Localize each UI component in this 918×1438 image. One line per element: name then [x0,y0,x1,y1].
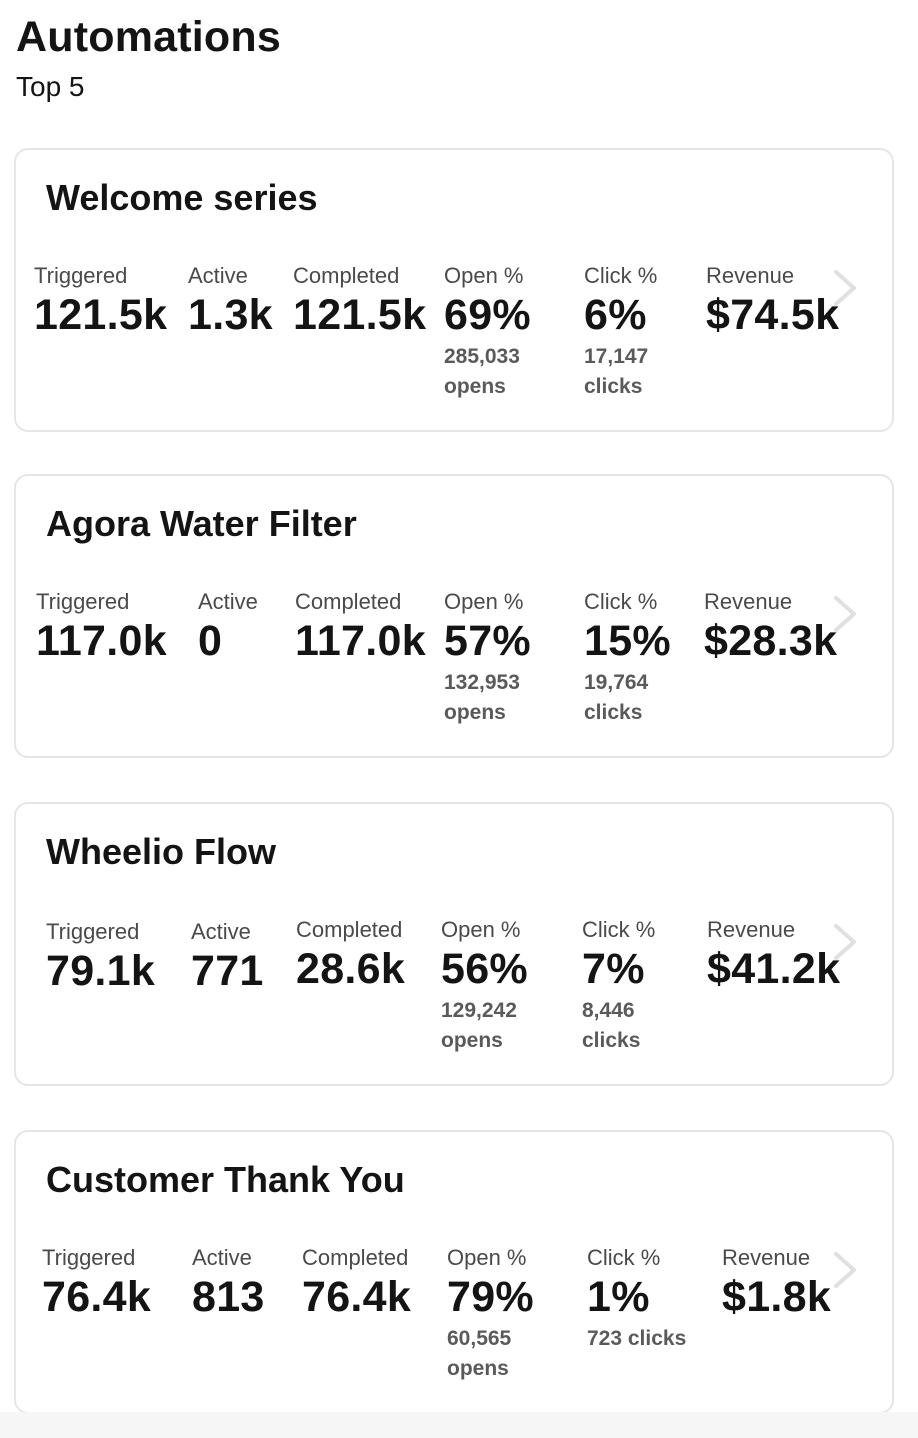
metric-value: $74.5k [706,291,840,339]
metric-completed: Completed 28.6k [296,916,405,994]
metric-value: 771 [191,947,264,995]
metric-label: Revenue [707,917,796,942]
metric-revenue: Revenue $74.5k [706,262,839,340]
metric-opens-count: 129,242 opens [441,999,517,1052]
chevron-right-icon[interactable] [824,1250,864,1290]
metric-label: Open % [447,1245,527,1270]
automation-name: Agora Water Filter [46,503,357,544]
metric-value: 6% [584,291,647,339]
metric-value: 121.5k [293,291,427,339]
metric-click-rate: Click % 6% 17,147 clicks [584,262,694,402]
metric-value: 0 [198,617,223,665]
metric-label: Open % [441,917,521,942]
metric-revenue: Revenue $41.2k [707,916,840,994]
metric-label: Active [191,919,251,944]
metric-opens-count: 132,953 opens [444,671,520,724]
automation-card-welcome-series[interactable]: Welcome series Triggered 121.5k Active 1… [14,148,894,432]
metric-opens-count: 60,565 opens [447,1327,512,1380]
metric-label: Click % [584,589,658,614]
metric-value: 121.5k [34,291,168,339]
metric-triggered: Triggered 117.0k [36,588,167,666]
metric-clicks-count: 17,147 clicks [584,345,649,398]
metric-label: Active [188,263,248,288]
metric-label: Triggered [42,1245,136,1270]
metric-clicks-count: 723 clicks [587,1327,687,1350]
metric-triggered: Triggered 79.1k [46,918,155,996]
metric-value: 57% [444,617,531,665]
metric-value: 76.4k [42,1273,152,1321]
metric-label: Completed [293,263,400,288]
automation-card-customer-thank-you[interactable]: Customer Thank You Triggered 76.4k Activ… [14,1130,894,1414]
chevron-right-icon[interactable] [824,594,864,634]
automation-name: Wheelio Flow [46,831,276,872]
metric-completed: Completed 121.5k [293,262,426,340]
metric-active: Active 1.3k [188,262,273,340]
metric-completed: Completed 117.0k [295,588,426,666]
metric-label: Click % [584,263,658,288]
metric-label: Open % [444,589,524,614]
metric-active: Active 813 [192,1244,265,1322]
metric-revenue: Revenue $1.8k [722,1244,831,1322]
metric-value: 79.1k [46,947,156,995]
automation-card-agora-water-filter[interactable]: Agora Water Filter Triggered 117.0k Acti… [14,474,894,758]
metric-clicks-count: 8,446 clicks [582,999,641,1052]
metric-open-rate: Open % 56% 129,242 opens [441,916,551,1056]
metric-revenue: Revenue $28.3k [704,588,837,666]
metric-label: Completed [295,589,402,614]
metric-label: Completed [296,917,403,942]
metric-value: 813 [192,1273,265,1321]
metric-click-rate: Click % 7% 8,446 clicks [582,916,692,1056]
metric-label: Click % [587,1245,661,1270]
metric-label: Revenue [706,263,795,288]
metric-value: $1.8k [722,1273,832,1321]
automation-name: Welcome series [46,177,318,218]
metric-clicks-count: 19,764 clicks [584,671,649,724]
metric-open-rate: Open % 69% 285,033 opens [444,262,554,402]
metric-value: 79% [447,1273,534,1321]
metric-label: Open % [444,263,524,288]
chevron-right-icon[interactable] [824,922,864,962]
metric-value: 1% [587,1273,650,1321]
metric-label: Click % [582,917,656,942]
metric-active: Active 0 [198,588,258,666]
metric-value: 15% [584,617,671,665]
metric-open-rate: Open % 79% 60,565 opens [447,1244,557,1384]
metric-value: $41.2k [707,945,841,993]
metric-label: Triggered [34,263,128,288]
metric-label: Revenue [722,1245,811,1270]
page-subtitle: Top 5 [16,71,85,102]
metric-value: 28.6k [296,945,406,993]
automation-card-wheelio-flow[interactable]: Wheelio Flow Triggered 79.1k Active 771 … [14,802,894,1086]
metric-value: 1.3k [188,291,273,339]
metric-click-rate: Click % 15% 19,764 clicks [584,588,694,728]
metric-open-rate: Open % 57% 132,953 opens [444,588,554,728]
metric-completed: Completed 76.4k [302,1244,411,1322]
metric-value: 56% [441,945,528,993]
metric-label: Active [192,1245,252,1270]
metric-label: Triggered [36,589,130,614]
metric-active: Active 771 [191,918,264,996]
metric-label: Completed [302,1245,409,1270]
metric-triggered: Triggered 76.4k [42,1244,151,1322]
metric-value: 7% [582,945,645,993]
page-title: Automations [16,13,281,61]
bottom-strip [0,1412,918,1438]
metric-triggered: Triggered 121.5k [34,262,167,340]
metric-click-rate: Click % 1% 723 clicks [587,1244,717,1354]
metric-value: 69% [444,291,531,339]
metric-value: 76.4k [302,1273,412,1321]
metric-value: 117.0k [36,617,167,665]
metric-label: Revenue [704,589,793,614]
metric-label: Triggered [46,919,140,944]
automation-name: Customer Thank You [46,1159,405,1200]
metric-value: $28.3k [704,617,838,665]
metric-value: 117.0k [295,617,426,665]
metric-opens-count: 285,033 opens [444,345,520,398]
metric-label: Active [198,589,258,614]
chevron-right-icon[interactable] [824,268,864,308]
